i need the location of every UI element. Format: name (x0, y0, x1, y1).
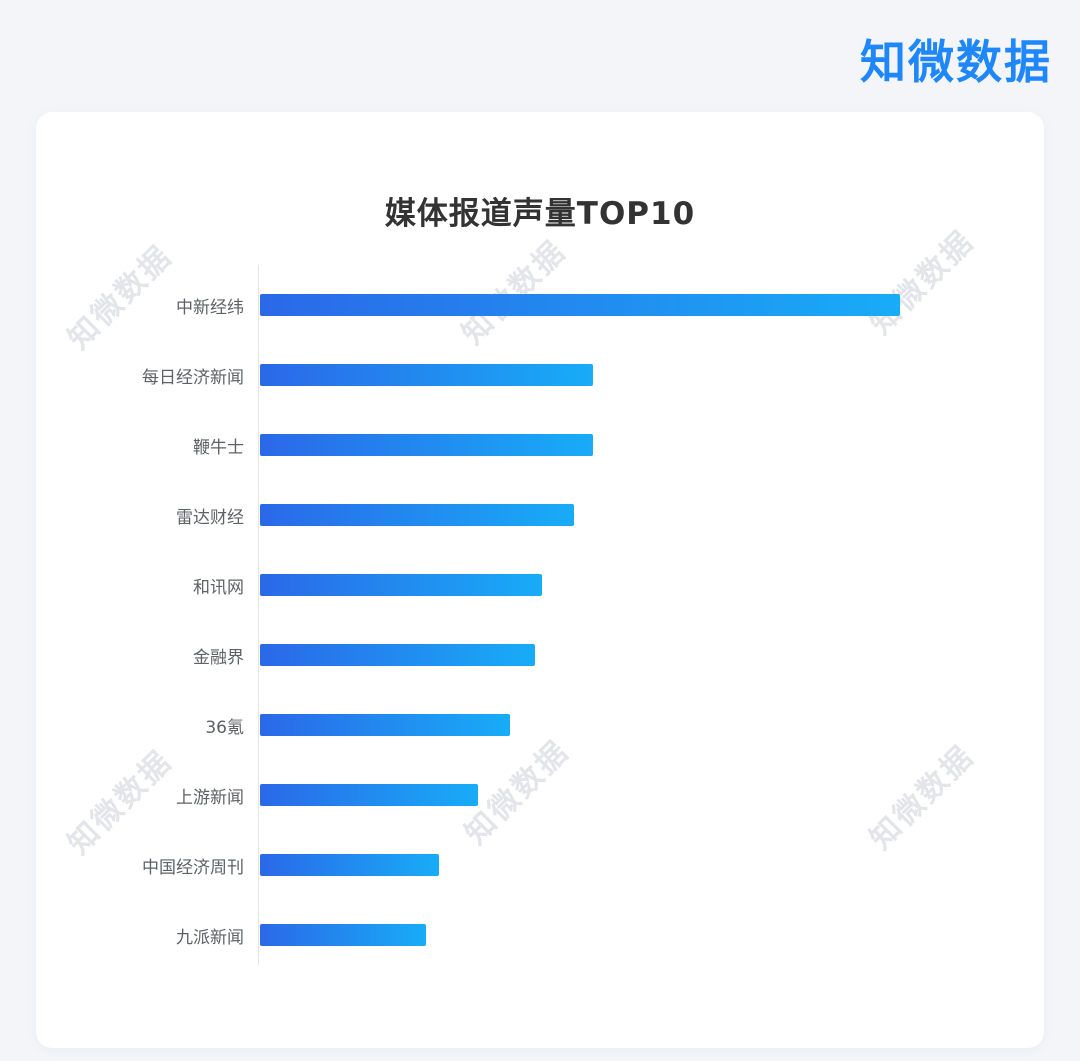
bar-track (260, 434, 900, 456)
bar (260, 924, 427, 946)
chart-row: 每日经济新闻 (48, 340, 1032, 410)
bar-label: 每日经济新闻 (142, 367, 244, 388)
bar-chart: 中新经纬每日经济新闻鞭牛士雷达财经和讯网金融界 36氪上游新闻中国经济周刊九派新闻 (36, 112, 1044, 1048)
bar (260, 364, 593, 386)
bar (260, 714, 510, 736)
chart-row: 中国经济周刊 (48, 830, 1032, 900)
bar (260, 574, 542, 596)
chart-row: 鞭牛士 (48, 410, 1032, 480)
bar-track (260, 714, 900, 736)
bar-track (260, 854, 900, 876)
bar (260, 504, 574, 526)
chart-row: 九派新闻 (48, 900, 1032, 970)
bar (260, 644, 536, 666)
bar (260, 294, 900, 316)
bar-track (260, 504, 900, 526)
bar-label: 上游新闻 (176, 787, 244, 808)
bar-label: 中新经纬 (176, 297, 244, 318)
bar-track (260, 644, 900, 666)
bar-label: 九派新闻 (176, 927, 244, 948)
chart-row: 36氪 (48, 690, 1032, 760)
chart-row: 金融界 (48, 620, 1032, 690)
bar-label: 36氪 (205, 717, 244, 738)
chart-row: 雷达财经 (48, 480, 1032, 550)
bar-label: 中国经济周刊 (142, 857, 244, 878)
chart-row: 中新经纬 (48, 270, 1032, 340)
zhiwei-data-logo: 知微数据 (860, 35, 1052, 89)
bar-track (260, 924, 900, 946)
chart-card: 知微数据 知微数据 知微数据 知微数据 知微数据 知微数据 媒体报道声量TOP10 中新经… (36, 112, 1044, 1048)
chart-row: 上游新闻 (48, 760, 1032, 830)
bar-label: 雷达财经 (176, 507, 244, 528)
chart-row: 和讯网 (48, 550, 1032, 620)
bar (260, 854, 440, 876)
chart-title: 媒体报道声量TOP10 (384, 196, 696, 232)
bar-track (260, 364, 900, 386)
bar-track (260, 574, 900, 596)
bar-track (260, 784, 900, 806)
bar (260, 434, 593, 456)
bar-track (260, 294, 900, 316)
bar-label: 金融界 (193, 647, 244, 668)
y-axis-line (258, 265, 259, 965)
chart-rows: 中新经纬每日经济新闻鞭牛士雷达财经和讯网金融界 36氪上游新闻中国经济周刊九派新闻 (48, 270, 1032, 970)
bar-label: 鞭牛士 (193, 437, 244, 458)
bar-label: 和讯网 (193, 577, 244, 598)
bar (260, 784, 478, 806)
